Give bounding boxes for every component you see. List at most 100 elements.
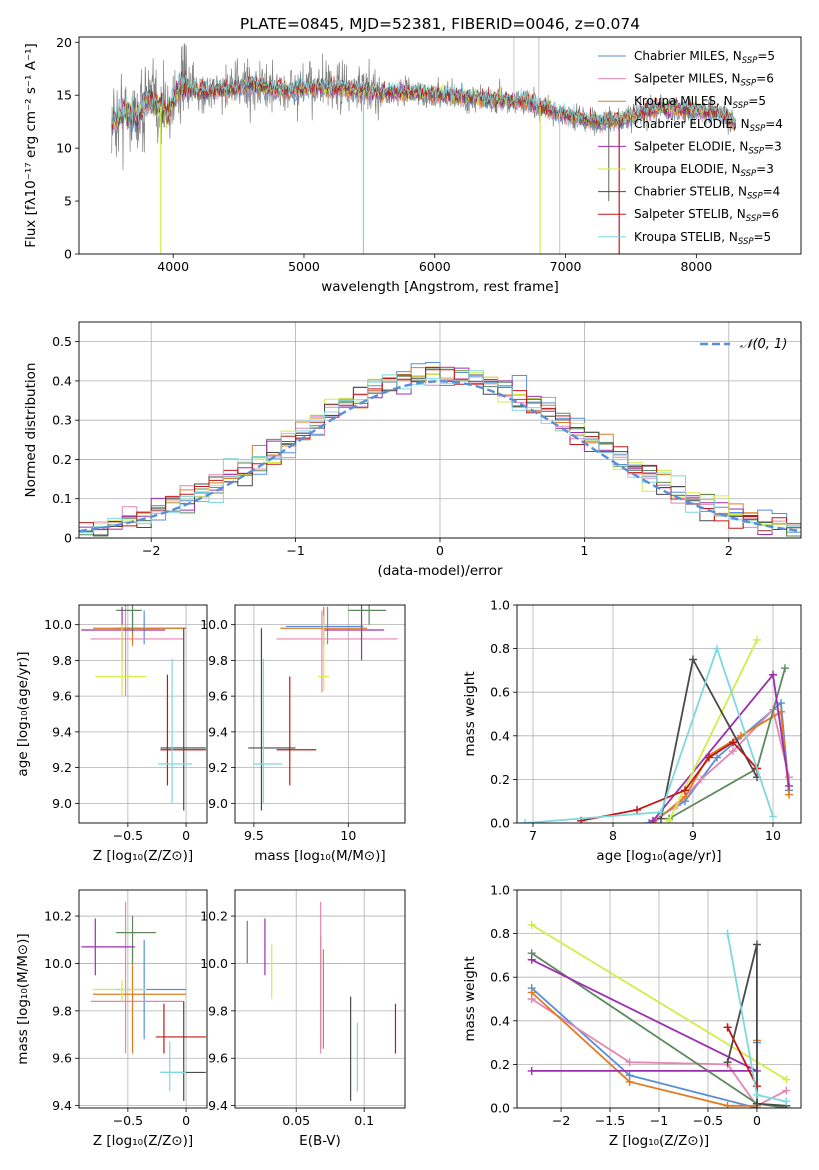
legend-count: =5 bbox=[757, 49, 775, 63]
plot-area-Z_vs_age bbox=[81, 605, 206, 811]
y-tick-label: 9.8 bbox=[52, 1003, 72, 1018]
residual-histogram bbox=[79, 362, 801, 537]
y-tick-label: 0.6 bbox=[490, 970, 510, 985]
y-tick-label: 15 bbox=[56, 88, 72, 103]
x-axis-label: wavelength [Angstrom, rest frame] bbox=[321, 279, 559, 295]
weight-marker bbox=[723, 1101, 732, 1108]
y-tick-label: 9.0 bbox=[52, 796, 72, 811]
weight-marker bbox=[713, 753, 721, 762]
x-axis-label: mass [log₁₀(M/M⊙)] bbox=[254, 848, 385, 864]
x-tick-label: 2 bbox=[725, 543, 733, 558]
plot-area-spectrum bbox=[111, 37, 736, 254]
errorbar-point bbox=[116, 916, 156, 964]
x-tick-label: −0.5 bbox=[693, 1113, 723, 1128]
errorbar-point bbox=[95, 624, 147, 697]
normal-curve bbox=[79, 380, 801, 533]
weight-line bbox=[524, 645, 774, 823]
y-tick-label: 0.4 bbox=[490, 1013, 510, 1028]
y-tick-label: 10.0 bbox=[44, 956, 72, 971]
errorbar-point bbox=[92, 610, 187, 647]
y-axis-label: Flux [fλ10⁻¹⁷ erg cm⁻² s⁻¹ A⁻¹] bbox=[23, 43, 39, 248]
legend-label: Chabrier MILES, NSSP=5 bbox=[634, 49, 775, 66]
x-axis-label: E(B-V) bbox=[299, 1133, 341, 1149]
y-tick-label: 0.5 bbox=[52, 334, 72, 349]
errorbar-point bbox=[276, 676, 317, 786]
errorbar-point bbox=[160, 1001, 206, 1101]
errorbar-point bbox=[348, 605, 387, 625]
legend-count: =3 bbox=[764, 139, 782, 153]
weight-marker bbox=[521, 819, 529, 823]
weight-marker bbox=[777, 699, 785, 708]
errorbar-point bbox=[248, 628, 296, 811]
x-axis-label: Z [log₁₀(Z/Z⊙)] bbox=[609, 1133, 709, 1149]
weight-marker bbox=[527, 955, 536, 964]
y-axis-label: mass [log₁₀(M/M⊙)] bbox=[15, 933, 31, 1064]
weight-marker bbox=[752, 1099, 761, 1108]
weight-marker bbox=[723, 1058, 732, 1067]
legend-label: Kroupa STELIB, NSSP=5 bbox=[634, 230, 771, 247]
y-tick-label: 0.6 bbox=[490, 685, 510, 700]
weight-marker bbox=[782, 1075, 791, 1084]
x-tick-label: 8000 bbox=[680, 259, 712, 274]
legend-count: =4 bbox=[765, 117, 783, 131]
x-tick-label: −1.5 bbox=[595, 1113, 625, 1128]
weight-marker bbox=[697, 775, 705, 784]
legend-label: Kroupa ELODIE, NSSP=3 bbox=[634, 162, 774, 179]
axes-Z_vs_mass: −0.5 0 9.4 9.6 9.8 10.0 10.2 Z [log₁₀(Z/Z⊙)] mas… bbox=[15, 889, 208, 1149]
y-tick-label: 0.4 bbox=[490, 728, 510, 743]
plot-area-residuals bbox=[79, 362, 801, 537]
weight-line bbox=[531, 958, 758, 1072]
axes-spectrum: 4000 5000 6000 7000 8000 0 5 10 15 20 wavelength [… bbox=[23, 35, 802, 295]
y-axis-label: mass weight bbox=[462, 956, 478, 1041]
weight-marker bbox=[657, 808, 665, 817]
y-tick-label: 0.3 bbox=[52, 413, 72, 428]
legend-subscript: SSP bbox=[738, 237, 754, 247]
weight-line bbox=[726, 944, 787, 1107]
weight-marker bbox=[781, 664, 789, 673]
y-axis-label: mass weight bbox=[462, 671, 478, 756]
legend-subscript: SSP bbox=[747, 192, 763, 202]
weight-marker bbox=[753, 635, 761, 644]
weight-marker bbox=[713, 644, 721, 653]
axes-Z_weights: −2 −1.5 −1 −0.5 0 0.0 0.2 0.4 0.6 0.8 1.0 Z [log₁₀(… bbox=[462, 883, 802, 1149]
weight-marker bbox=[527, 988, 536, 997]
weight-line bbox=[726, 1026, 758, 1087]
x-tick-label: 1 bbox=[580, 543, 588, 558]
x-tick-label: 0 bbox=[182, 1113, 190, 1128]
y-tick-label: 9.2 bbox=[52, 760, 72, 775]
y-tick-label: 9.4 bbox=[52, 1098, 72, 1113]
legend-text: Chabrier ELODIE, N bbox=[634, 117, 750, 131]
weight-marker bbox=[752, 1090, 761, 1099]
y-tick-label: 0.8 bbox=[490, 641, 510, 656]
plot-area-ebv_vs_mass bbox=[246, 901, 397, 1101]
x-tick-label: 8 bbox=[609, 828, 617, 843]
y-tick-label: 9.8 bbox=[208, 653, 228, 668]
x-tick-label: −0.5 bbox=[113, 1113, 143, 1128]
legend-label: Kroupa MILES, NSSP=5 bbox=[634, 94, 766, 111]
weight-marker bbox=[681, 786, 689, 795]
errorbar-point bbox=[155, 1003, 206, 1054]
weight-line bbox=[531, 987, 758, 1108]
x-tick-label: −1 bbox=[286, 543, 304, 558]
y-tick-label: 9.2 bbox=[208, 760, 228, 775]
errorbar-point bbox=[286, 606, 364, 645]
y-tick-label: 10.0 bbox=[200, 617, 228, 632]
y-tick-label: 10.2 bbox=[200, 909, 228, 924]
y-tick-label: 0 bbox=[64, 531, 72, 546]
legend-label: Salpeter MILES, NSSP=6 bbox=[634, 72, 774, 89]
plot-area-age_weights bbox=[521, 635, 793, 823]
y-tick-label: 0.8 bbox=[490, 926, 510, 941]
legend-text: Kroupa STELIB, N bbox=[634, 230, 738, 244]
legend-subscript: SSP bbox=[746, 214, 762, 224]
x-tick-label: 9.5 bbox=[244, 828, 264, 843]
weight-marker bbox=[705, 753, 713, 762]
legend-text: Kroupa ELODIE, N bbox=[634, 162, 741, 176]
weight-marker bbox=[723, 1023, 732, 1032]
legend-subscript: SSP bbox=[733, 101, 749, 111]
legend-text: Salpeter MILES, N bbox=[634, 72, 741, 86]
y-tick-label: 0.1 bbox=[52, 491, 72, 506]
x-axis-label: Z [log₁₀(Z/Z⊙)] bbox=[93, 1133, 193, 1149]
weight-marker bbox=[785, 781, 793, 790]
errorbar-point bbox=[160, 674, 206, 786]
